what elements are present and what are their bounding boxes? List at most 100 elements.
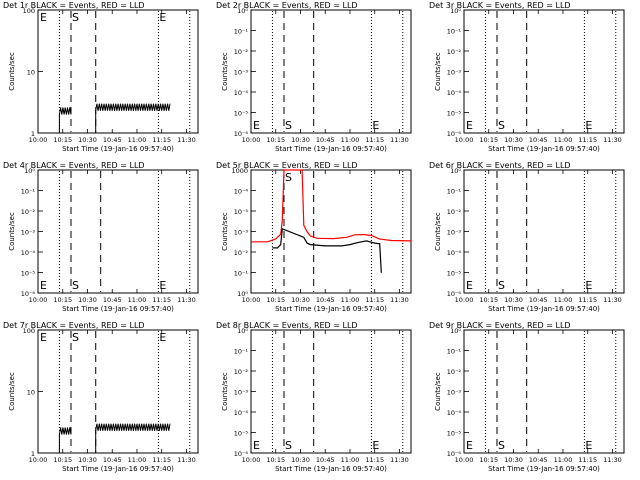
y-tick-label: 10⁻⁶	[447, 450, 462, 458]
marker-e: E	[466, 279, 473, 292]
y-tick-label: 10⁻⁴	[447, 249, 462, 257]
x-tick-label: 10:15	[266, 136, 285, 144]
x-tick-label: 10:30	[78, 456, 97, 464]
y-tick-label: 10⁻¹	[447, 28, 462, 36]
y-tick-label: 10⁻⁵	[447, 430, 462, 438]
x-tick-label: 10:15	[53, 456, 72, 464]
panel-title: Det 5r BLACK = Events, RED = LLD	[216, 161, 358, 170]
y-tick-label: 10⁻³	[234, 229, 249, 237]
marker-e: E	[372, 119, 379, 132]
panel-det-7: Det 7r BLACK = Events, RED = LLD 1 10 100 Co…	[3, 321, 199, 473]
axes-frame	[37, 169, 199, 294]
y-tick-label: 10⁻²	[234, 368, 249, 376]
x-tick-label: 11:15	[152, 456, 171, 464]
x-tick-label: 10:30	[504, 136, 523, 144]
y-tick-label: 10⁰	[24, 167, 35, 175]
y-tick-label: 10	[27, 389, 35, 397]
axes-frame	[463, 9, 625, 134]
marker-s: S	[72, 279, 79, 292]
y-tick-label: 10	[27, 69, 35, 77]
x-tick-label: 10:45	[529, 456, 548, 464]
x-tick-label: 11:15	[152, 296, 171, 304]
panel-det-1: Det 1r BLACK = Events, RED = LLD 1 10 100 Co…	[3, 1, 199, 153]
x-axis-label: Start Time (19-Jan-16 09:57:40)	[275, 305, 387, 313]
y-axis-label: Counts/sec	[8, 212, 16, 251]
x-tick-label: 10:45	[529, 136, 548, 144]
y-tick-label: 10⁻³	[21, 229, 36, 237]
x-tick-label: 10:30	[291, 296, 310, 304]
y-tick-label: 10⁻²	[447, 48, 462, 56]
panel-title: Det 1r BLACK = Events, RED = LLD	[3, 1, 145, 10]
y-tick-label: 10⁻¹	[234, 28, 249, 36]
axes-frame	[250, 169, 412, 294]
axes-frame	[463, 169, 625, 294]
y-tick-label: 10⁻⁵	[234, 110, 249, 118]
series-events	[272, 227, 382, 273]
y-axis-label: Counts/sec	[221, 52, 229, 91]
y-axis-label: Counts/sec	[434, 212, 442, 251]
series-events	[95, 423, 171, 453]
x-tick-label: 10:00	[455, 456, 474, 464]
x-tick-label: 11:30	[603, 296, 622, 304]
y-tick-label: 10⁰	[450, 7, 461, 15]
y-tick-label: 10⁻⁶	[234, 450, 249, 458]
x-tick-label: 10:15	[479, 136, 498, 144]
y-axis-label: Counts/sec	[8, 372, 16, 411]
y-tick-label: 10⁻²	[234, 249, 249, 257]
y-tick-label: 10⁻³	[234, 69, 249, 77]
y-tick-label: 10⁻⁵	[234, 430, 249, 438]
y-tick-label: 10⁰	[237, 327, 248, 335]
x-tick-label: 11:00	[554, 136, 573, 144]
marker-e: E	[159, 11, 166, 24]
x-tick-label: 10:00	[242, 296, 261, 304]
y-tick-label: 10⁻¹	[21, 188, 36, 196]
marker-e: E	[585, 119, 592, 132]
y-axis-label: Counts/sec	[221, 212, 229, 251]
x-axis-label: Start Time (19-Jan-16 09:57:40)	[488, 465, 600, 473]
x-tick-label: 10:45	[316, 456, 335, 464]
marker-e: E	[159, 331, 166, 344]
x-tick-label: 11:15	[365, 296, 384, 304]
x-tick-label: 11:00	[128, 296, 147, 304]
x-axis-label: Start Time (19-Jan-16 09:57:40)	[275, 145, 387, 153]
x-tick-label: 10:15	[53, 136, 72, 144]
x-tick-label: 10:15	[479, 456, 498, 464]
marker-s: S	[72, 331, 79, 344]
x-tick-label: 10:30	[291, 136, 310, 144]
x-tick-label: 10:00	[242, 456, 261, 464]
marker-s: S	[498, 439, 505, 452]
series-events	[95, 103, 171, 133]
y-tick-label: 10⁰	[450, 167, 461, 175]
series-events	[58, 107, 72, 133]
y-tick-label: 10⁻¹	[447, 188, 462, 196]
marker-e: E	[466, 439, 473, 452]
y-tick-label: 10⁻⁶	[234, 130, 249, 138]
x-tick-label: 10:45	[103, 456, 122, 464]
marker-s: S	[498, 119, 505, 132]
x-tick-label: 11:15	[578, 456, 597, 464]
x-tick-label: 11:00	[554, 296, 573, 304]
y-tick-label: 10⁻²	[447, 368, 462, 376]
y-tick-label: 10⁻⁴	[21, 249, 36, 257]
x-tick-label: 10:00	[242, 136, 261, 144]
y-axis-label: Counts/sec	[8, 52, 16, 91]
x-tick-label: 10:45	[529, 296, 548, 304]
marker-s: S	[285, 439, 292, 452]
x-tick-label: 11:15	[578, 136, 597, 144]
x-tick-label: 10:00	[29, 296, 48, 304]
y-tick-label: 10⁻²	[21, 208, 36, 216]
x-tick-label: 11:30	[603, 136, 622, 144]
y-tick-label: 100	[23, 7, 35, 15]
y-tick-label: 10⁻⁴	[447, 89, 462, 97]
x-tick-label: 11:00	[341, 136, 360, 144]
x-tick-label: 10:30	[504, 296, 523, 304]
y-tick-label: 10⁻³	[447, 389, 462, 397]
panel-title: Det 3r BLACK = Events, RED = LLD	[429, 1, 571, 10]
x-tick-label: 10:30	[291, 456, 310, 464]
y-tick-label: 10⁻¹	[234, 348, 249, 356]
x-tick-label: 10:15	[479, 296, 498, 304]
x-tick-label: 10:30	[78, 296, 97, 304]
